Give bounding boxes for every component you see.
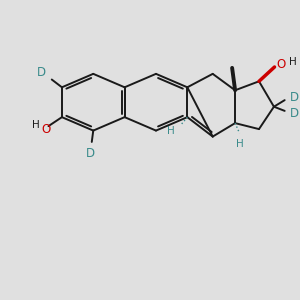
Text: D: D: [290, 91, 299, 104]
Text: D: D: [290, 107, 299, 120]
Text: H: H: [32, 120, 40, 130]
Text: D: D: [86, 147, 95, 160]
Text: O: O: [42, 123, 51, 136]
Text: H: H: [289, 57, 296, 67]
Text: D: D: [36, 67, 46, 80]
Text: O: O: [277, 58, 286, 71]
Text: H: H: [167, 126, 175, 136]
Text: H: H: [236, 139, 244, 149]
